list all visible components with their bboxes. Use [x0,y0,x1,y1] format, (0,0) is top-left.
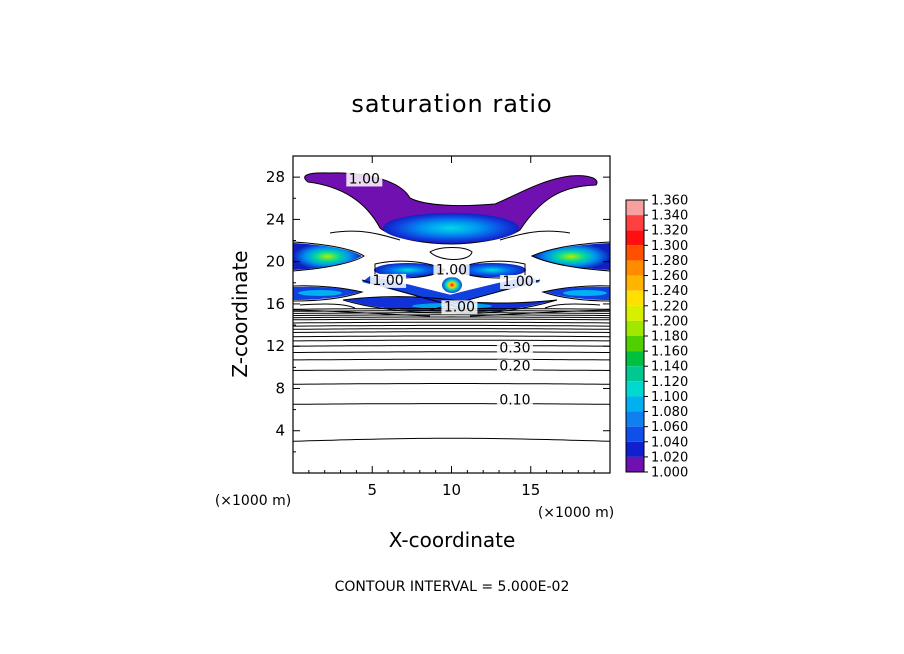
contour-line [293,403,610,405]
y-unit-label: (×1000 m) [215,493,291,509]
chart-title: saturation ratio [351,90,552,118]
contour-line [293,437,610,442]
dome-core-region [383,213,519,243]
colorbar-swatch [626,275,644,291]
contour-line [293,314,610,317]
colorbar-label: 1.220 [651,299,688,314]
contour-line [293,335,610,338]
colorbar-swatch [626,305,644,321]
contour-label-bg [496,341,533,356]
x-tick-label: 5 [367,481,377,499]
colorbar-swatch [626,200,644,216]
contour-label-bg [496,359,533,374]
central-lobe-left [374,263,442,277]
colorbar-label: 1.260 [651,269,688,284]
contour-label: 1.00 [373,273,404,289]
x-unit-label: (×1000 m) [538,505,614,521]
contour-interval-text: CONTOUR INTERVAL = 5.000E-02 [335,579,570,595]
contour-label-bg [370,273,407,288]
contour-line [293,331,610,333]
colorbar: 1.3601.3401.3201.3001.2801.2601.2401.220… [625,194,688,481]
colorbar-swatch [626,426,644,442]
contour-label: 1.00 [444,299,475,315]
contour-line [293,351,610,353]
contour-line [293,318,610,321]
contour-line [293,345,610,347]
contour-label: 1.00 [502,274,533,290]
contour-label-bg [433,263,470,278]
colorbar-swatch [626,290,644,306]
stripe-core-right [563,290,607,296]
y-tick-label: 8 [275,379,285,397]
colorbar-label: 1.120 [651,375,688,390]
colorbar-swatch [626,456,644,472]
colorbar-label: 1.000 [651,466,688,481]
x-tick-label: 10 [442,481,461,499]
colorbar-label: 1.060 [651,420,688,435]
stripe-core-left [298,290,342,296]
colorbar-label: 1.360 [651,194,688,209]
contour-label-bg [500,274,537,289]
y-tick-label: 12 [266,337,285,355]
y-tick-label: 24 [266,210,285,228]
colorbar-swatch [626,215,644,231]
colorbar-label: 1.080 [651,405,688,420]
contour-line [293,369,610,371]
left-band-region [293,243,362,270]
y-tick-label: 28 [266,168,285,186]
colorbar-swatch [626,441,644,457]
colorbar-swatch [626,230,644,246]
contour-line [293,316,610,319]
colorbar-label: 1.300 [651,239,688,254]
colorbar-label: 1.160 [651,345,688,360]
contour-label: 0.20 [499,359,530,375]
contour-line [293,321,610,324]
central-lobe-right [458,263,526,277]
y-tick-label: 20 [266,253,285,271]
colorbar-swatch [626,381,644,397]
contour-label: 0.30 [499,341,530,357]
colorbar-swatch [626,366,644,382]
right-band-region [532,243,610,270]
y-axis-label: Z-coordinate [228,250,252,377]
contour-label-bg [441,300,478,315]
contour-line [293,328,610,330]
colorbar-label: 1.320 [651,224,688,239]
x-axis-label: X-coordinate [389,528,516,552]
contour-label-bg [346,172,383,187]
colorbar-swatch [626,260,644,276]
colorbar-swatch [626,245,644,261]
colorbar-swatch [626,411,644,427]
colorbar-label: 1.340 [651,209,688,224]
colorbar-swatch [626,336,644,352]
colorbar-label: 1.040 [651,435,688,450]
y-tick-label: 4 [275,422,285,440]
colorbar-label: 1.240 [651,284,688,299]
colorbar-label: 1.020 [651,450,688,465]
contour-line [293,339,610,342]
colorbar-swatch [626,320,644,336]
colorbar-label: 1.180 [651,330,688,345]
contour-label-bg [496,393,533,408]
contour-line [293,358,610,361]
colorbar-label: 1.280 [651,254,688,269]
colorbar-label: 1.140 [651,360,688,375]
colorbar-swatch [626,396,644,412]
contour-line [293,324,610,327]
contour-label: 1.00 [436,262,467,278]
hotspot-region [442,277,462,293]
contour-label: 0.10 [499,392,530,408]
colorbar-swatch [626,351,644,367]
contour-line [293,383,610,385]
colorbar-label: 1.200 [651,314,688,329]
colorbar-label: 1.100 [651,390,688,405]
contour-label: 1.00 [349,171,380,187]
x-tick-label: 15 [521,481,540,499]
y-tick-label: 16 [266,295,285,313]
